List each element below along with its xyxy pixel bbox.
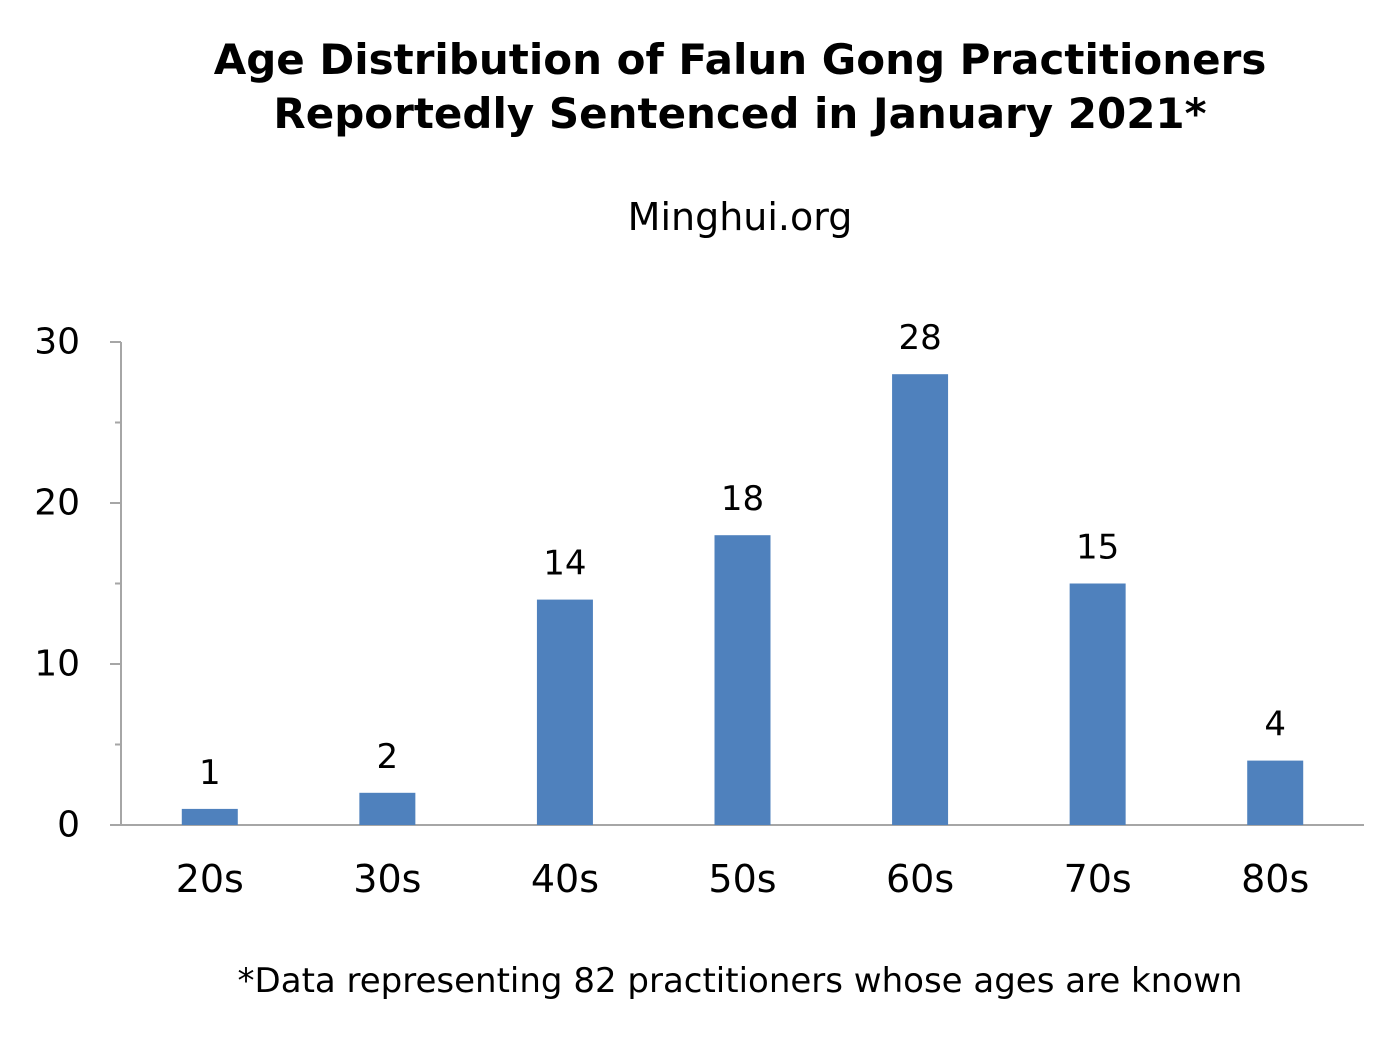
bar-60s xyxy=(892,374,949,825)
x-axis-tick-label: 50s xyxy=(708,857,776,901)
data-label-40s: 14 xyxy=(543,544,586,584)
x-axis-tick-label: 80s xyxy=(1241,857,1309,901)
y-axis-tick-label: 20 xyxy=(34,483,80,524)
data-label-50s: 18 xyxy=(721,479,764,519)
data-label-70s: 15 xyxy=(1076,528,1119,568)
bar-50s xyxy=(714,535,771,825)
bar-20s xyxy=(181,808,238,825)
chart-footnote: *Data representing 82 practitioners whos… xyxy=(237,961,1243,1001)
x-axis-tick-label: 20s xyxy=(176,857,244,901)
chart-title-line-1: Age Distribution of Falun Gong Practitio… xyxy=(213,35,1267,84)
y-axis-tick-label: 0 xyxy=(57,805,80,846)
bar-70s xyxy=(1069,583,1126,825)
y-axis-tick-label: 10 xyxy=(34,644,80,685)
bar-30s xyxy=(359,792,416,825)
data-label-30s: 2 xyxy=(377,737,399,777)
x-axis-tick-label: 70s xyxy=(1064,857,1132,901)
chart-title-line-2: Reportedly Sentenced in January 2021* xyxy=(273,89,1207,138)
data-label-20s: 1 xyxy=(199,753,221,793)
data-label-60s: 28 xyxy=(898,318,941,358)
chart-subtitle: Minghui.org xyxy=(627,195,853,239)
x-axis-tick-label: 60s xyxy=(886,857,954,901)
x-axis-tick-label: 30s xyxy=(353,857,421,901)
bar-80s xyxy=(1247,760,1304,825)
data-label-80s: 4 xyxy=(1264,705,1286,745)
bar-40s xyxy=(536,599,593,825)
y-axis-tick-label: 30 xyxy=(34,322,80,363)
x-axis-tick-label: 40s xyxy=(531,857,599,901)
